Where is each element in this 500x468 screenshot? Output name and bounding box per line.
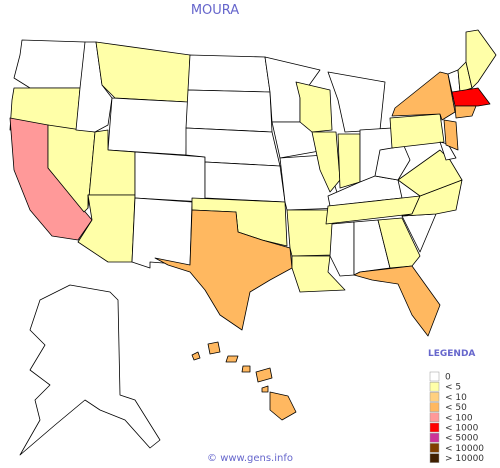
island <box>241 365 251 373</box>
legend-swatch <box>429 443 440 453</box>
legend-label: < 10 <box>445 393 467 403</box>
state <box>131 197 193 269</box>
legend-swatch <box>429 412 440 423</box>
state <box>454 105 477 119</box>
state <box>337 133 361 189</box>
legend-swatch <box>429 453 440 463</box>
island <box>191 351 201 361</box>
state <box>391 71 456 121</box>
legend-label: < 10000 <box>445 444 484 454</box>
state <box>327 71 386 133</box>
state <box>134 151 206 203</box>
legend-label: < 50 <box>445 403 467 413</box>
island <box>269 391 297 421</box>
map-title: MOURA <box>191 3 239 18</box>
alaska <box>19 284 161 456</box>
state <box>107 97 189 156</box>
state <box>377 217 421 269</box>
legend-swatch <box>429 402 440 412</box>
footer: © www.gens.info <box>207 453 293 464</box>
state <box>465 29 497 89</box>
legend-label: < 5000 <box>445 434 479 444</box>
state <box>439 141 457 161</box>
legend-swatch <box>429 392 440 402</box>
legend-swatch <box>429 371 440 382</box>
state <box>311 131 341 193</box>
legend-label: < 5 <box>445 383 461 393</box>
legend-title: LEGENDA <box>428 349 475 359</box>
state <box>13 39 86 89</box>
legend-swatch <box>429 381 440 392</box>
state <box>185 89 273 133</box>
legend: 0< 5< 10< 50< 100< 1000< 5000< 10000> 10… <box>429 371 484 464</box>
state <box>389 113 445 149</box>
hawaii <box>191 341 297 421</box>
state <box>353 265 441 337</box>
state <box>95 41 191 103</box>
state <box>204 161 286 203</box>
island <box>225 355 239 363</box>
state <box>397 149 463 197</box>
legend-label: < 1000 <box>445 424 479 434</box>
state <box>154 209 293 331</box>
island <box>255 367 273 383</box>
legend-label: > 10000 <box>445 454 484 464</box>
island <box>261 385 269 393</box>
state <box>187 54 271 93</box>
legend-label: 0 <box>445 373 451 383</box>
legend-swatch <box>429 432 440 443</box>
state <box>443 119 459 151</box>
legend-label: < 100 <box>445 413 473 423</box>
legend-swatch <box>429 422 440 433</box>
island <box>207 341 221 355</box>
states <box>9 29 497 337</box>
state <box>329 221 355 277</box>
